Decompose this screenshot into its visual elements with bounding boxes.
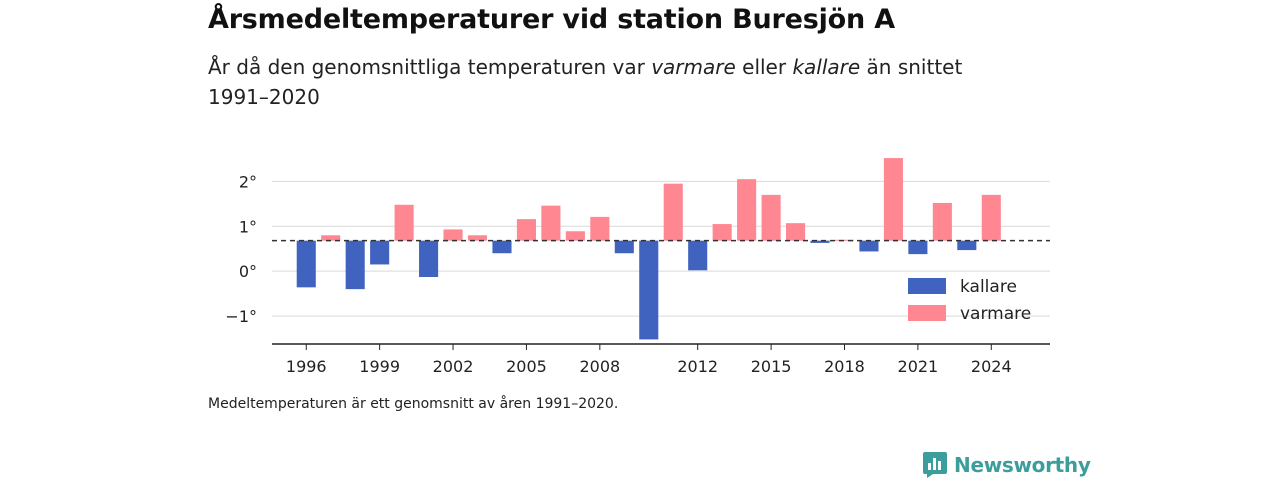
bar-warmer xyxy=(516,219,536,241)
bar-warmer xyxy=(883,158,903,241)
subtitle-prefix: År då den genomsnittliga temperaturen va… xyxy=(208,55,652,79)
bar-warmer xyxy=(932,202,952,241)
x-tick-label: 2005 xyxy=(506,357,547,376)
chart-title: Årsmedeltemperaturer vid station Buresjö… xyxy=(208,4,895,35)
bar-warmer xyxy=(565,231,585,241)
x-tick-label: 1999 xyxy=(359,357,400,376)
bar-colder xyxy=(492,240,512,254)
x-tick-label: 2008 xyxy=(579,357,620,376)
y-tick-label: 2° xyxy=(239,172,257,191)
subtitle-warm-word: varmare xyxy=(651,55,736,79)
x-tick-label: 2002 xyxy=(433,357,474,376)
legend-label-colder: kallare xyxy=(960,277,1017,297)
legend-swatch-warmer xyxy=(908,305,946,321)
bar-colder xyxy=(370,240,390,265)
chart-subtitle: År då den genomsnittliga temperaturen va… xyxy=(208,52,1028,112)
x-tick-label: 2015 xyxy=(751,357,792,376)
x-tick-label: 2018 xyxy=(824,357,865,376)
brand-name: Newsworthy xyxy=(954,453,1091,477)
subtitle-mid: eller xyxy=(735,55,793,79)
bar-colder xyxy=(688,240,708,271)
legend-swatch-colder xyxy=(908,278,946,294)
bar-warmer xyxy=(590,216,610,241)
subtitle-cold-word: kallare xyxy=(792,55,861,79)
bar-colder xyxy=(296,240,316,288)
y-tick-label: 1° xyxy=(239,217,257,236)
y-tick-label: 0° xyxy=(239,262,257,281)
bar-warmer xyxy=(981,194,1001,241)
bar-warmer xyxy=(541,205,561,241)
bar-warmer xyxy=(321,235,341,241)
x-tick-label: 2021 xyxy=(898,357,939,376)
bar-warmer xyxy=(663,183,683,241)
bar-chart-speech-bubble-icon xyxy=(923,452,947,478)
axis-layer: 2° 1° 0° −1° 1996 1999 2002 2005 2008 2012 2015 201… xyxy=(225,172,1050,376)
bar-warmer xyxy=(834,239,855,241)
bar-layer xyxy=(296,158,1001,340)
bar-warmer xyxy=(786,223,806,241)
brand-logo: Newsworthy xyxy=(922,450,1091,480)
legend: kallare varmare xyxy=(908,277,1031,324)
x-tick-label: 2012 xyxy=(677,357,718,376)
bar-colder xyxy=(614,240,634,254)
bar-colder xyxy=(859,240,879,252)
x-tick-label: 1996 xyxy=(286,357,327,376)
x-tick-label: 2024 xyxy=(971,357,1012,376)
legend-label-warmer: varmare xyxy=(960,304,1031,324)
bar-warmer xyxy=(737,179,757,241)
y-tick-label: −1° xyxy=(225,307,257,326)
bar-colder xyxy=(345,240,365,290)
subtitle-suffix: än snittet 1991–2020 xyxy=(208,55,963,109)
bar-colder xyxy=(639,240,659,340)
chart-caption: Medeltemperaturen är ett genomsnitt av å… xyxy=(208,396,619,412)
bar-colder xyxy=(810,240,830,243)
bar-colder xyxy=(957,240,977,251)
bar-warmer xyxy=(712,224,732,241)
bar-warmer xyxy=(443,229,463,241)
bar-warmer xyxy=(394,204,414,241)
bar-colder xyxy=(908,240,928,255)
bar-warmer xyxy=(467,235,488,241)
bar-colder xyxy=(419,240,439,278)
bar-warmer xyxy=(761,194,781,241)
